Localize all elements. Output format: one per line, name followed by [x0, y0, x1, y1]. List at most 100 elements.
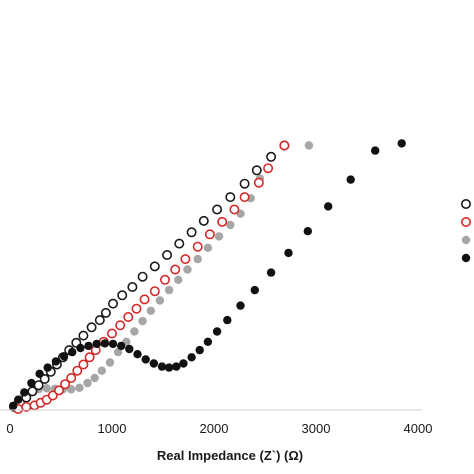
- data-points-layer: [8, 139, 406, 414]
- data-point-s3-13: [108, 339, 118, 349]
- x-axis-title: Real Impedance (Z`) (Ω): [157, 448, 303, 463]
- data-point-s1-18: [139, 294, 150, 305]
- data-point-s3-30: [266, 268, 276, 277]
- data-point-s3-9: [76, 343, 85, 353]
- data-point-s0-22: [186, 227, 197, 238]
- data-point-s1-24: [204, 229, 215, 240]
- data-point-s1-28: [253, 177, 264, 188]
- data-point-s3-19: [157, 362, 167, 371]
- series-1: [13, 140, 290, 414]
- data-point-s2-16: [138, 316, 147, 326]
- series-0: [9, 140, 290, 412]
- x-tick-label: 3000: [302, 421, 331, 436]
- data-point-s2-12: [105, 358, 115, 367]
- x-tick-labels: 0 1000 2000 3000 4000: [6, 421, 432, 436]
- data-point-s3-16: [133, 350, 142, 359]
- data-point-s1-26: [229, 204, 240, 215]
- data-point-s2-20: [174, 275, 183, 284]
- data-point-s0-11: [78, 330, 89, 341]
- data-point-s0-21: [174, 238, 185, 249]
- legend-marker-2: [461, 235, 471, 245]
- data-point-s3-11: [92, 339, 101, 349]
- data-point-s3-5: [43, 363, 52, 372]
- data-point-s1-5: [47, 390, 58, 401]
- data-point-s1-6: [53, 385, 64, 396]
- data-point-s3-25: [203, 337, 213, 346]
- data-point-s3-20: [164, 363, 174, 372]
- data-point-s0-15: [108, 298, 119, 309]
- data-point-s3-17: [141, 355, 150, 364]
- data-point-s3-34: [346, 175, 355, 184]
- x-tick-label: 0: [6, 421, 13, 436]
- data-point-s0-14: [100, 307, 111, 318]
- data-point-s3-14: [117, 341, 126, 351]
- x-tick-label: 1000: [98, 421, 127, 436]
- data-point-s2-10: [90, 373, 99, 383]
- data-point-s2-4: [42, 384, 51, 393]
- data-point-s1-30: [279, 140, 290, 151]
- legend-marker-0: [460, 199, 471, 210]
- data-point-s1-22: [180, 254, 191, 265]
- data-point-s3-7: [59, 352, 69, 361]
- data-point-s3-27: [223, 315, 232, 325]
- data-point-s0-26: [239, 178, 250, 189]
- data-point-s0-24: [212, 204, 223, 215]
- legend-marker-1: [460, 217, 471, 228]
- data-point-s1-15: [115, 320, 126, 331]
- data-point-s1-11: [84, 352, 95, 363]
- data-point-s3-35: [371, 146, 380, 155]
- data-point-s2-18: [155, 296, 165, 305]
- data-point-s0-25: [225, 192, 236, 203]
- data-point-s2-23: [203, 243, 213, 252]
- data-point-s2-8: [75, 383, 84, 392]
- data-point-s1-19: [149, 286, 160, 297]
- x-tick-label: 2000: [200, 421, 229, 436]
- data-point-s1-17: [131, 303, 142, 314]
- data-point-s3-0: [8, 401, 18, 411]
- data-point-s2-24: [214, 232, 224, 241]
- data-point-s3-32: [303, 227, 312, 236]
- data-point-s1-27: [239, 192, 250, 203]
- data-point-s2-19: [164, 285, 174, 295]
- data-point-s1-20: [160, 274, 171, 285]
- data-point-s3-23: [187, 353, 196, 362]
- data-point-s0-23: [198, 215, 209, 226]
- data-point-s0-28: [266, 151, 277, 162]
- series-3: [8, 139, 406, 411]
- data-point-s1-14: [107, 328, 118, 339]
- data-point-s0-27: [251, 165, 262, 176]
- data-point-s1-8: [66, 372, 77, 383]
- data-point-s3-6: [51, 357, 61, 366]
- data-point-s3-36: [397, 139, 406, 148]
- data-point-s3-1: [14, 395, 23, 404]
- legend-marker-3: [461, 253, 471, 263]
- data-point-s3-31: [284, 248, 293, 258]
- data-point-s0-18: [137, 271, 148, 282]
- data-point-s3-2: [20, 388, 29, 397]
- data-point-s3-3: [27, 378, 36, 388]
- data-point-s3-15: [125, 344, 134, 354]
- data-point-s2-9: [83, 378, 92, 388]
- data-point-s1-9: [72, 365, 83, 376]
- x-tick-label: 4000: [404, 421, 433, 436]
- data-point-s3-12: [100, 339, 110, 348]
- data-point-s2-22: [193, 254, 202, 264]
- data-point-s0-19: [149, 261, 160, 272]
- data-point-s3-10: [84, 341, 93, 351]
- data-point-s0-20: [162, 250, 173, 261]
- data-point-s0-13: [94, 315, 105, 326]
- legend: [460, 199, 471, 263]
- data-point-s3-33: [324, 202, 333, 211]
- data-point-s3-29: [250, 285, 259, 295]
- data-point-s3-8: [68, 347, 77, 357]
- data-point-s1-29: [263, 163, 274, 174]
- data-point-s2-13: [113, 347, 123, 357]
- data-point-s1-21: [170, 264, 181, 275]
- data-point-s2-25: [226, 220, 235, 230]
- data-point-s1-10: [78, 359, 89, 370]
- data-point-s3-21: [172, 362, 181, 371]
- data-point-s0-12: [86, 322, 97, 333]
- data-point-s2-29: [304, 141, 314, 150]
- data-point-s2-17: [146, 306, 155, 315]
